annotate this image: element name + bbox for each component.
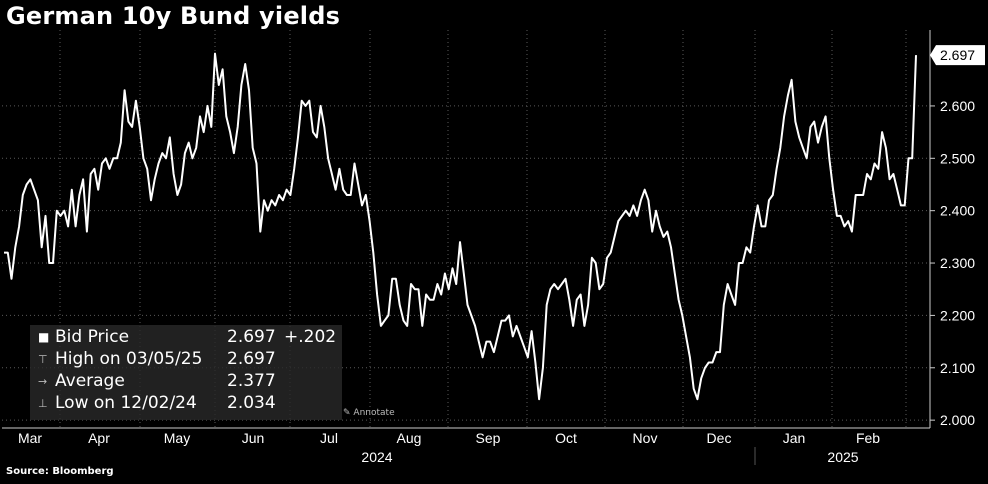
- x-axis: Mar Apr May Jun Jul Aug Sep Oct Nov Dec Jan Feb 2024…: [2, 427, 930, 465]
- x-tick-label: Feb: [856, 430, 880, 446]
- x-tick-label: Jun: [242, 430, 265, 446]
- grid-lines: [2, 30, 930, 428]
- last-value-callout: [930, 45, 985, 66]
- y-tick-label: 2.400: [940, 203, 975, 219]
- high-marker-icon: ⊤: [38, 353, 48, 366]
- legend-change: +.202: [284, 327, 337, 347]
- series-line: [4, 52, 917, 401]
- x-tick-label: Mar: [18, 430, 42, 446]
- legend-label: Bid Price: [55, 327, 130, 347]
- average-marker-icon: →: [38, 375, 48, 388]
- year-label: 2025: [827, 449, 858, 465]
- year-label: 2024: [361, 449, 392, 465]
- square-icon: ■: [38, 330, 50, 344]
- legend-row-bid-price[interactable]: ■ Bid Price 2.697 +.202: [30, 327, 342, 349]
- legend-row-low[interactable]: ⊥ Low on 12/02/24 2.034: [30, 393, 342, 415]
- annotate-button[interactable]: ✎ Annotate: [343, 408, 395, 418]
- x-tick-label: Jul: [320, 430, 338, 446]
- x-tick-label: Jan: [783, 430, 806, 446]
- pencil-icon: ✎: [343, 408, 351, 418]
- x-tick-label: Nov: [633, 430, 658, 446]
- legend-value: 2.377: [227, 371, 276, 391]
- y-tick-label: 2.600: [940, 98, 975, 114]
- x-tick-label: Sep: [476, 430, 501, 446]
- x-tick-label: Oct: [555, 430, 577, 446]
- annotate-label: Annotate: [353, 408, 395, 418]
- y-tick-label: 2.100: [940, 360, 975, 376]
- legend-label: Low on 12/02/24: [55, 393, 197, 413]
- legend-row-high[interactable]: ⊤ High on 03/05/25 2.697: [30, 349, 342, 371]
- legend-row-average[interactable]: → Average 2.377: [30, 371, 342, 393]
- legend-value: 2.034: [227, 393, 276, 413]
- x-tick-label: Dec: [707, 430, 732, 446]
- last-value-label: 2.697: [940, 47, 975, 63]
- source-note: Source: Bloomberg: [6, 466, 114, 477]
- y-axis: 2.000 2.100 2.200 2.300 2.400 2.500 2.600 2.697: [929, 30, 985, 428]
- legend-label: High on 03/05/25: [55, 349, 203, 369]
- legend-box[interactable]: ■ Bid Price 2.697 +.202 ⊤ High on 03/05/…: [30, 325, 342, 420]
- y-tick-label: 2.000: [940, 412, 975, 428]
- x-tick-label: May: [164, 430, 190, 446]
- legend-value: 2.697: [227, 327, 276, 347]
- y-tick-label: 2.500: [940, 150, 975, 166]
- x-tick-label: Apr: [88, 430, 110, 446]
- legend-value: 2.697: [227, 349, 276, 369]
- low-marker-icon: ⊥: [38, 397, 48, 410]
- legend-label: Average: [55, 371, 125, 391]
- x-tick-label: Aug: [397, 430, 422, 446]
- chart-title: German 10y Bund yields: [6, 2, 341, 30]
- y-tick-label: 2.300: [940, 255, 975, 271]
- y-tick-label: 2.200: [940, 307, 975, 323]
- series-line-layer: [4, 52, 917, 401]
